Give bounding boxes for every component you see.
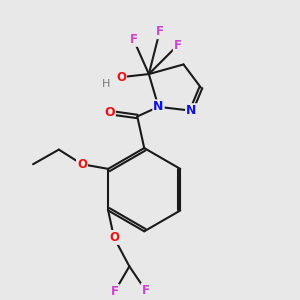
- Text: H: H: [101, 79, 110, 89]
- Text: N: N: [153, 100, 164, 113]
- Text: F: F: [156, 25, 164, 38]
- Text: O: O: [104, 106, 115, 119]
- Text: O: O: [109, 231, 119, 244]
- Text: N: N: [186, 104, 196, 117]
- Text: F: F: [142, 284, 150, 297]
- Text: F: F: [174, 39, 182, 52]
- Text: O: O: [116, 71, 126, 84]
- Text: F: F: [129, 33, 137, 46]
- Text: O: O: [77, 158, 87, 171]
- Text: F: F: [111, 285, 119, 298]
